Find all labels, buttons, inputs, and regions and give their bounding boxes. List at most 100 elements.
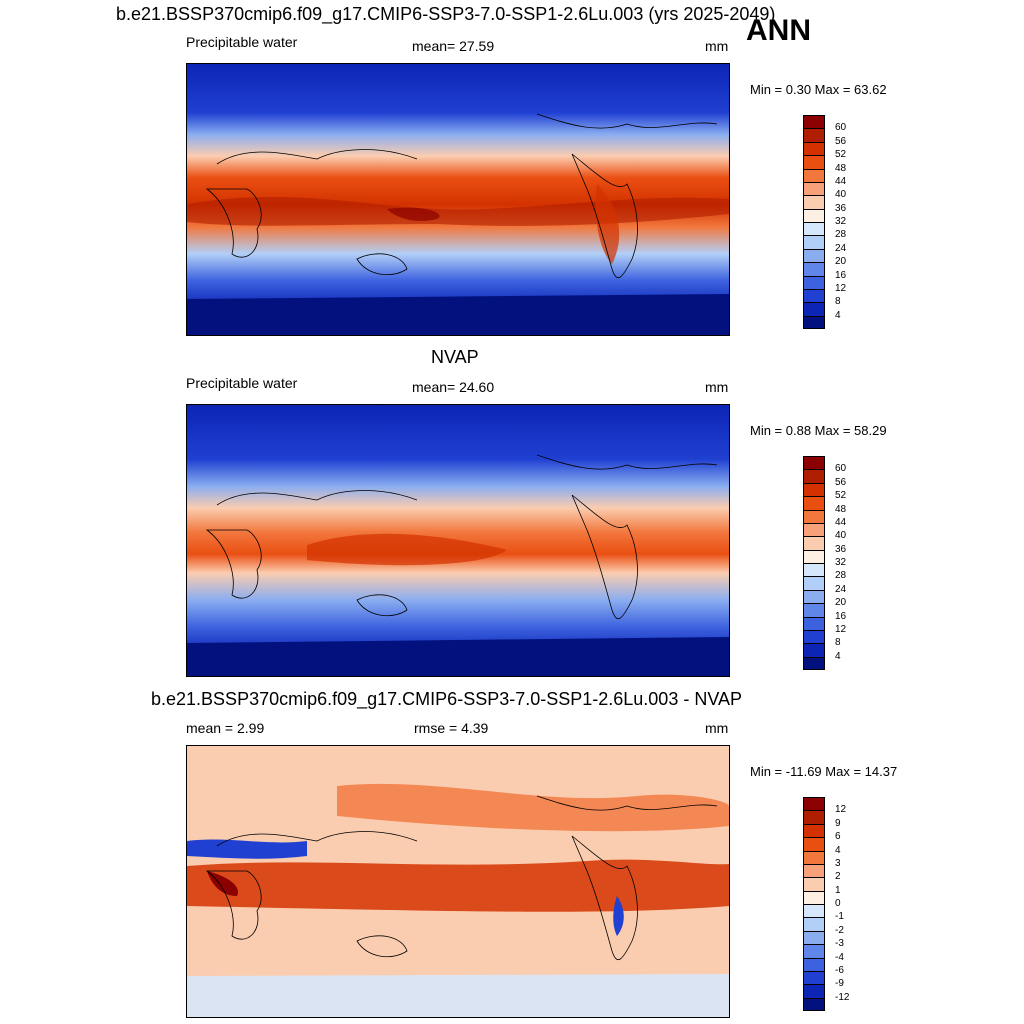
colorbar-label: -6	[835, 964, 844, 976]
colorbar-swatch	[803, 917, 825, 931]
colorbar-swatch	[803, 536, 825, 550]
colorbar-swatch	[803, 235, 825, 249]
colorbar-label: 56	[835, 476, 847, 488]
panel1-colorbar: 60 56 52 48 44 40 36 32 28 24 20 16 12 8 4	[803, 115, 883, 329]
colorbar-swatch	[803, 482, 825, 497]
colorbar-swatch	[803, 549, 825, 563]
colorbar-label: 40	[835, 189, 847, 201]
colorbar-swatch	[803, 629, 825, 644]
colorbar-label: -12	[835, 991, 850, 1003]
colorbar-outline	[803, 797, 825, 1011]
panel1-minmax: Min = 0.30 Max = 63.62	[750, 82, 887, 97]
colorbar-label: -1	[835, 911, 844, 923]
panel2-map	[186, 404, 730, 677]
colorbar-swatch	[803, 957, 825, 971]
colorbar-label: -3	[835, 938, 844, 950]
panel2-units: mm	[705, 379, 729, 395]
colorbar-swatch	[803, 656, 825, 670]
colorbar-swatch	[803, 944, 825, 958]
colorbar-label: 44	[835, 175, 847, 187]
colorbar-label: 60	[835, 122, 847, 134]
colorbar-label: 44	[835, 516, 847, 528]
colorbar-label: 20	[835, 597, 847, 609]
colorbar-swatch	[803, 275, 825, 289]
colorbar-swatch	[803, 563, 825, 577]
colorbar-swatch	[803, 509, 825, 523]
colorbar-swatch	[803, 302, 825, 316]
colorbar-label: 12	[835, 623, 847, 635]
colorbar-label: 20	[835, 256, 847, 268]
colorbar-swatch	[803, 877, 825, 891]
colorbar-label: 4	[835, 844, 841, 856]
colorbar-swatch	[803, 222, 825, 236]
colorbar-label: 36	[835, 202, 847, 214]
colorbar-label: 12	[835, 804, 847, 816]
colorbar-label: 32	[835, 216, 847, 227]
panel3-minmax: Min = -11.69 Max = 14.37	[750, 764, 898, 779]
colorbar-label: 12	[835, 282, 847, 294]
colorbar-swatch	[803, 208, 825, 222]
colorbar-swatch	[803, 904, 825, 918]
colorbar-swatch	[803, 970, 825, 985]
colorbar-swatch	[803, 181, 825, 196]
colorbar-label: 32	[835, 557, 847, 568]
colorbar-label: 52	[835, 490, 847, 502]
colorbar-swatch	[803, 850, 825, 864]
panel1-title: b.e21.BSSP370cmip6.f09_g17.CMIP6-SSP3-7.…	[116, 4, 776, 24]
colorbar-swatch	[803, 823, 825, 838]
colorbar-label: -4	[835, 951, 844, 963]
colorbar-label: 8	[835, 637, 841, 649]
panel2-title: NVAP	[431, 347, 479, 367]
colorbar-label: 1	[835, 884, 841, 896]
colorbar-label: 60	[835, 463, 847, 475]
panel2-colorbar: 60 56 52 48 44 40 36 32 28 24 20 16 12 8 4	[803, 456, 883, 670]
colorbar-swatch	[803, 616, 825, 630]
panel3-units: mm	[705, 720, 729, 736]
colorbar-label: 28	[835, 570, 847, 582]
colorbar-swatch	[803, 997, 825, 1011]
colorbar-label: 48	[835, 503, 847, 515]
colorbar-label: 52	[835, 149, 847, 161]
panel2-minmax: Min = 0.88 Max = 58.29	[750, 423, 887, 438]
colorbar-swatch	[803, 643, 825, 657]
colorbar-label: 16	[835, 269, 847, 281]
panel2-mean: mean= 24.60	[412, 379, 495, 395]
panel3-colorbar: 12 9 6 4 3 2 1 0 -1 -2 -3 -4 -6 -9 -12	[803, 797, 883, 1011]
colorbar-label: 3	[835, 857, 841, 869]
colorbar-swatch	[803, 863, 825, 878]
colorbar-label: 0	[835, 898, 841, 909]
panel1-mean: mean= 27.59	[412, 38, 495, 54]
colorbar-label: 24	[835, 583, 847, 595]
colorbar-swatch	[803, 984, 825, 998]
colorbar-swatch	[803, 248, 825, 263]
colorbar-label: 9	[835, 817, 841, 829]
panel1-variable: Precipitable water	[186, 34, 298, 50]
colorbar-swatch	[803, 930, 825, 945]
colorbar-outline	[803, 115, 825, 329]
colorbar-label: 16	[835, 610, 847, 622]
colorbar-label: 28	[835, 229, 847, 241]
panel3-rmse: rmse = 4.39	[414, 720, 489, 736]
colorbar-label: 48	[835, 162, 847, 174]
colorbar-label: 4	[835, 650, 841, 662]
colorbar-label: -9	[835, 978, 844, 990]
colorbar-label: 6	[835, 831, 841, 843]
colorbar-swatch	[803, 810, 825, 824]
panel1-units: mm	[705, 38, 729, 54]
colorbar-swatch	[803, 890, 825, 904]
colorbar-outline	[803, 456, 825, 670]
colorbar-label: -2	[835, 924, 844, 936]
colorbar-swatch	[803, 315, 825, 329]
panel2-variable: Precipitable water	[186, 375, 298, 391]
colorbar-label: 36	[835, 543, 847, 555]
colorbar-swatch	[803, 262, 825, 276]
colorbar-label: 40	[835, 530, 847, 542]
colorbar-swatch	[803, 576, 825, 590]
colorbar-label: 4	[835, 309, 841, 321]
colorbar-swatch	[803, 168, 825, 182]
panel3-mean: mean = 2.99	[186, 720, 265, 736]
colorbar-swatch	[803, 469, 825, 483]
colorbar-label: 2	[835, 871, 841, 883]
colorbar-swatch	[803, 155, 825, 169]
colorbar-label: 56	[835, 135, 847, 147]
